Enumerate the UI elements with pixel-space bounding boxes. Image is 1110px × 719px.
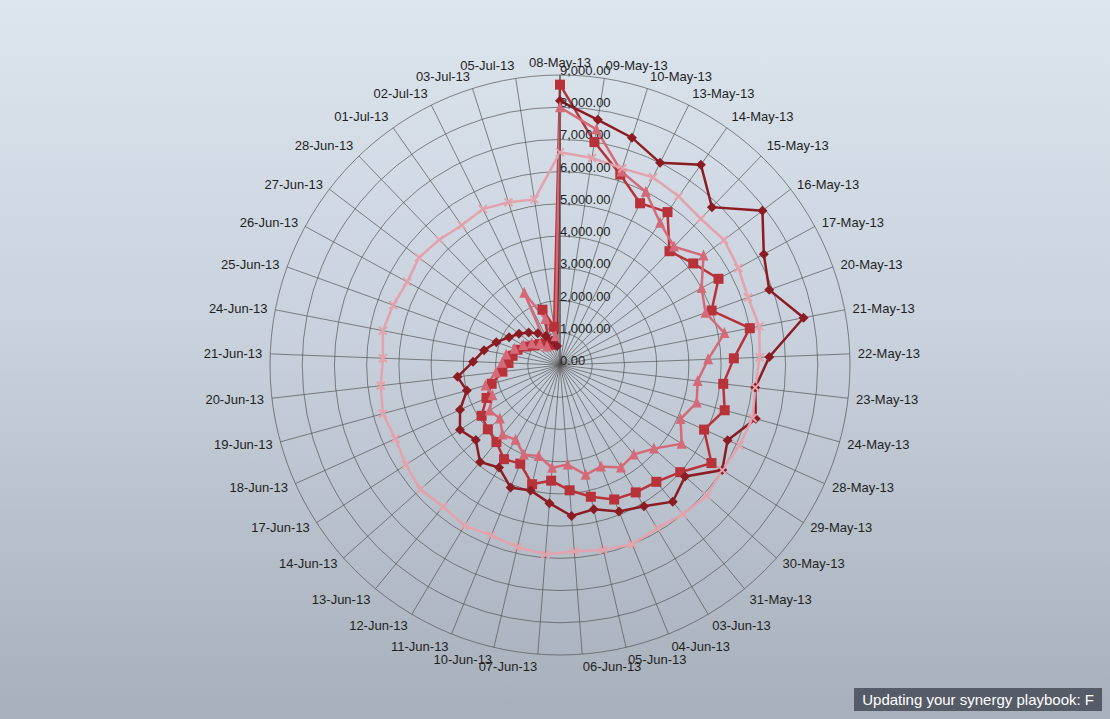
svg-text:21-May-13: 21-May-13 (853, 301, 915, 316)
svg-text:12-Jun-13: 12-Jun-13 (349, 618, 408, 633)
svg-text:17-Jun-13: 17-Jun-13 (251, 520, 310, 535)
svg-text:16-May-13: 16-May-13 (797, 177, 859, 192)
svg-text:30-May-13: 30-May-13 (782, 556, 844, 571)
svg-text:14-Jun-13: 14-Jun-13 (279, 556, 338, 571)
svg-text:06-Jun-13: 06-Jun-13 (583, 659, 642, 674)
svg-text:05-Jun-13: 05-Jun-13 (627, 652, 687, 668)
svg-text:24-Jun-13: 24-Jun-13 (209, 301, 268, 316)
svg-text:23-May-13: 23-May-13 (856, 392, 918, 407)
svg-text:1,000.00: 1,000.00 (560, 321, 611, 336)
svg-text:20-Jun-13: 20-Jun-13 (205, 392, 264, 407)
svg-text:26-Jun-13: 26-Jun-13 (240, 215, 299, 230)
svg-text:13-Jun-13: 13-Jun-13 (312, 592, 371, 607)
svg-text:2,000.00: 2,000.00 (560, 289, 611, 304)
svg-text:29-May-13: 29-May-13 (810, 520, 872, 535)
svg-text:10-May-13: 10-May-13 (650, 69, 712, 84)
svg-text:3,000.00: 3,000.00 (560, 256, 611, 271)
svg-text:5,000.00: 5,000.00 (560, 192, 611, 207)
html-text:Updating your synergy playbook: Updating your synergy playbook: F (862, 691, 1094, 708)
svg-text:28-May-13: 28-May-13 (832, 480, 894, 495)
svg-text:03-Jun-13: 03-Jun-13 (712, 618, 771, 633)
svg-text:8,000.00: 8,000.00 (560, 95, 611, 110)
svg-text:6,000.00: 6,000.00 (560, 160, 611, 175)
svg-text:7,000.00: 7,000.00 (560, 127, 611, 142)
svg-text:01-Jul-13: 01-Jul-13 (334, 109, 388, 124)
svg-text:05-Jul-13: 05-Jul-13 (460, 58, 514, 73)
svg-text:9,000.00: 9,000.00 (560, 63, 611, 78)
svg-text:10-Jun-13: 10-Jun-13 (434, 652, 493, 667)
svg-text:22-May-13: 22-May-13 (858, 346, 920, 361)
svg-text:18-Jun-13: 18-Jun-13 (230, 480, 289, 495)
svg-text:4,000.00: 4,000.00 (560, 224, 611, 239)
svg-text:0.00: 0.00 (560, 353, 585, 368)
svg-text:04-Jun-13: 04-Jun-13 (671, 639, 730, 654)
svg-text:31-May-13: 31-May-13 (750, 592, 812, 607)
svg-text:15-May-13: 15-May-13 (767, 138, 829, 153)
svg-text:19-Jun-13: 19-Jun-13 (214, 437, 273, 452)
svg-text:09-May-13: 09-May-13 (605, 58, 668, 74)
svg-text:24-May-13: 24-May-13 (847, 437, 909, 452)
svg-text:20-May-13: 20-May-13 (840, 257, 902, 272)
svg-text:25-Jun-13: 25-Jun-13 (221, 257, 280, 272)
svg-text:14-May-13: 14-May-13 (731, 109, 793, 124)
svg-text:17-May-13: 17-May-13 (822, 215, 884, 230)
svg-text:21-Jun-13: 21-Jun-13 (204, 346, 263, 361)
svg-text:11-Jun-13: 11-Jun-13 (391, 639, 449, 654)
svg-text:07-Jun-13: 07-Jun-13 (478, 659, 538, 675)
svg-text:02-Jul-13: 02-Jul-13 (374, 86, 428, 101)
svg-text:27-Jun-13: 27-Jun-13 (264, 177, 323, 192)
svg-text:13-May-13: 13-May-13 (692, 86, 754, 101)
svg-text:03-Jul-13: 03-Jul-13 (415, 68, 471, 84)
svg-text:28-Jun-13: 28-Jun-13 (295, 138, 354, 153)
